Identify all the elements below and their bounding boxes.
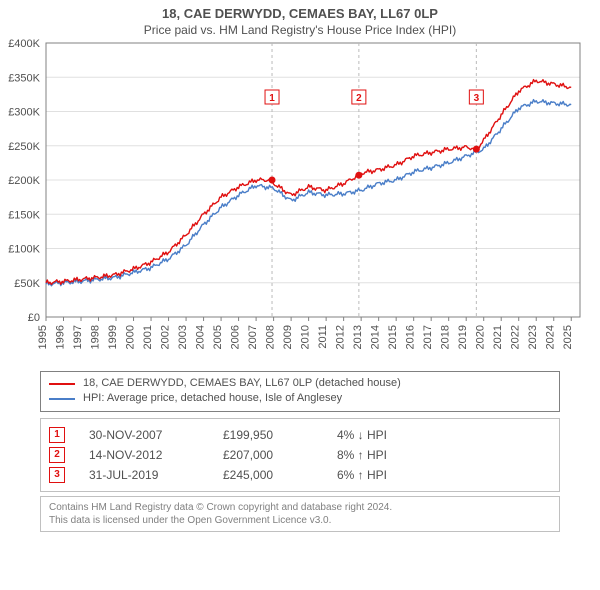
sale-marker: 3	[49, 467, 65, 483]
legend-item: HPI: Average price, detached house, Isle…	[49, 391, 551, 406]
svg-text:1995: 1995	[37, 325, 49, 349]
svg-text:£200K: £200K	[8, 175, 40, 187]
svg-text:£300K: £300K	[8, 107, 40, 119]
svg-text:2001: 2001	[142, 325, 154, 349]
svg-text:2018: 2018	[440, 325, 452, 349]
sale-row: 1 30-NOV-2007 £199,950 4% ↓ HPI	[49, 425, 551, 445]
svg-text:1: 1	[269, 93, 275, 104]
svg-text:2008: 2008	[265, 325, 277, 349]
sale-delta: 6% ↑ HPI	[337, 468, 551, 482]
svg-text:2023: 2023	[527, 325, 539, 349]
legend-item: 18, CAE DERWYDD, CEMAES BAY, LL67 0LP (d…	[49, 376, 551, 391]
svg-text:2013: 2013	[352, 325, 364, 349]
legend: 18, CAE DERWYDD, CEMAES BAY, LL67 0LP (d…	[40, 371, 560, 412]
sales-table: 1 30-NOV-2007 £199,950 4% ↓ HPI 2 14-NOV-2012…	[40, 418, 560, 492]
svg-text:2019: 2019	[457, 325, 469, 349]
legend-swatch	[49, 383, 75, 385]
attribution-line: This data is licensed under the Open Gov…	[49, 514, 551, 527]
svg-text:£250K: £250K	[8, 141, 40, 153]
sale-date: 30-NOV-2007	[89, 428, 199, 442]
svg-text:£100K: £100K	[8, 244, 40, 256]
sale-row: 3 31-JUL-2019 £245,000 6% ↑ HPI	[49, 465, 551, 485]
svg-text:2017: 2017	[422, 325, 434, 349]
sale-price: £207,000	[223, 448, 313, 462]
svg-text:£0: £0	[28, 312, 40, 324]
sale-marker: 2	[49, 447, 65, 463]
svg-text:2014: 2014	[370, 325, 382, 349]
svg-text:2021: 2021	[492, 325, 504, 349]
svg-text:1999: 1999	[107, 325, 119, 349]
price-chart: £0 £50K £100K £150K £200K £250K £300K £350K £400…	[0, 37, 600, 367]
svg-text:1998: 1998	[90, 325, 102, 349]
svg-text:2022: 2022	[510, 325, 522, 349]
svg-text:£150K: £150K	[8, 209, 40, 221]
sale-marker: 1	[49, 427, 65, 443]
svg-text:1996: 1996	[55, 325, 67, 349]
chart-title: 18, CAE DERWYDD, CEMAES BAY, LL67 0LP	[0, 0, 600, 21]
sale-row: 2 14-NOV-2012 £207,000 8% ↑ HPI	[49, 445, 551, 465]
legend-label: 18, CAE DERWYDD, CEMAES BAY, LL67 0LP (d…	[83, 376, 401, 391]
svg-text:2024: 2024	[545, 325, 557, 349]
attribution-line: Contains HM Land Registry data © Crown c…	[49, 501, 551, 514]
svg-text:2012: 2012	[335, 325, 347, 349]
svg-text:2005: 2005	[212, 325, 224, 349]
sale-delta: 8% ↑ HPI	[337, 448, 551, 462]
svg-text:2000: 2000	[125, 325, 137, 349]
sale-price: £199,950	[223, 428, 313, 442]
svg-text:2016: 2016	[405, 325, 417, 349]
chart-subtitle: Price paid vs. HM Land Registry's House …	[0, 21, 600, 37]
svg-text:2002: 2002	[160, 325, 172, 349]
legend-swatch	[49, 398, 75, 400]
svg-text:2011: 2011	[317, 325, 329, 349]
svg-text:2015: 2015	[387, 325, 399, 349]
sale-price: £245,000	[223, 468, 313, 482]
svg-text:£400K: £400K	[8, 38, 40, 50]
sale-date: 14-NOV-2012	[89, 448, 199, 462]
svg-text:£350K: £350K	[8, 72, 40, 84]
svg-text:2009: 2009	[282, 325, 294, 349]
sale-date: 31-JUL-2019	[89, 468, 199, 482]
legend-label: HPI: Average price, detached house, Isle…	[83, 391, 342, 406]
sale-delta: 4% ↓ HPI	[337, 428, 551, 442]
svg-text:1997: 1997	[72, 325, 84, 349]
svg-text:2: 2	[356, 93, 362, 104]
svg-text:2007: 2007	[247, 325, 259, 349]
svg-text:£50K: £50K	[14, 278, 40, 290]
attribution: Contains HM Land Registry data © Crown c…	[40, 496, 560, 532]
svg-text:2010: 2010	[300, 325, 312, 349]
svg-text:2020: 2020	[475, 325, 487, 349]
svg-text:2003: 2003	[177, 325, 189, 349]
svg-text:2004: 2004	[195, 325, 207, 349]
svg-text:3: 3	[474, 93, 480, 104]
svg-text:2006: 2006	[230, 325, 242, 349]
svg-text:2025: 2025	[562, 325, 574, 349]
